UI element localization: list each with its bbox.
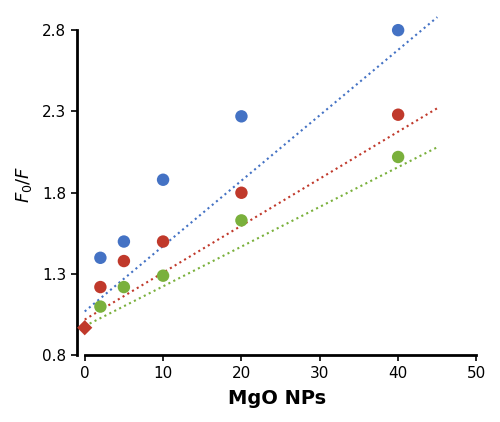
Point xyxy=(238,217,246,224)
Point xyxy=(120,284,128,290)
X-axis label: MgO NPs: MgO NPs xyxy=(228,389,326,408)
Point xyxy=(120,238,128,245)
Point xyxy=(159,238,167,245)
Point xyxy=(159,272,167,279)
Point xyxy=(96,254,104,261)
Point xyxy=(80,325,88,331)
Point xyxy=(96,303,104,310)
Point xyxy=(238,189,246,196)
Point xyxy=(120,258,128,265)
Point xyxy=(394,111,402,118)
Point xyxy=(394,27,402,33)
Y-axis label: $F_0/F$: $F_0/F$ xyxy=(14,166,34,203)
Point xyxy=(394,154,402,160)
Point xyxy=(238,113,246,120)
Point xyxy=(159,176,167,183)
Point xyxy=(96,284,104,290)
